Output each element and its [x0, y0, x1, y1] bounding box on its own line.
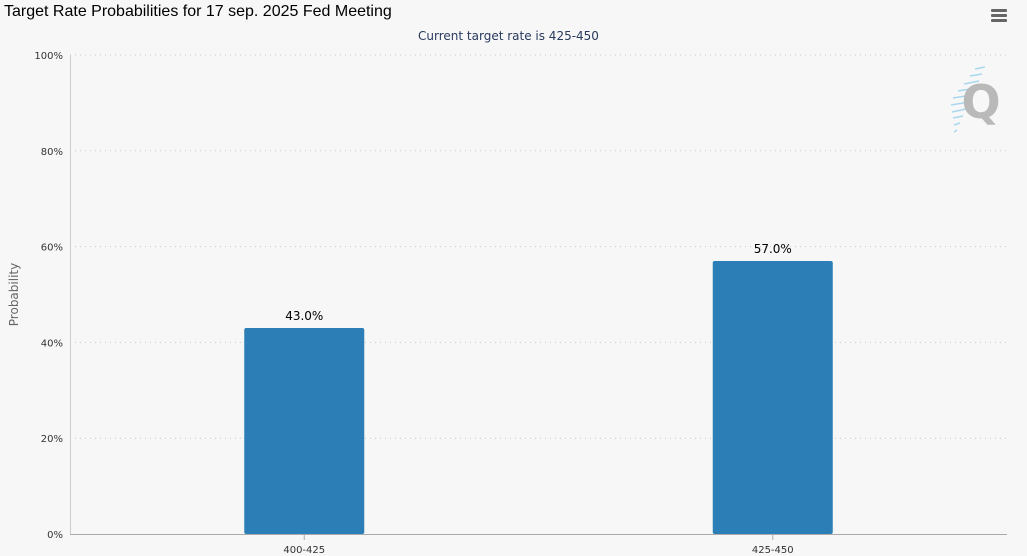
y-tick-label: 100%: [34, 51, 63, 62]
chart-subtitle: Current target rate is 425-450: [418, 29, 599, 43]
y-axis-title: Probability: [7, 263, 21, 326]
y-tick-label: 60%: [41, 243, 63, 254]
y-tick-label: 20%: [41, 434, 63, 445]
bar-425-450[interactable]: [712, 260, 833, 534]
y-tick-label: 40%: [41, 338, 63, 349]
y-tick-label: 0%: [47, 530, 63, 541]
x-tick-label: 425-450: [752, 545, 794, 556]
hamburger-menu-icon[interactable]: [988, 7, 1010, 25]
x-tick-label: 400-425: [283, 545, 325, 556]
chart-title: Target Rate Probabilities for 17 sep. 20…: [4, 3, 392, 20]
y-tick-label: 80%: [41, 147, 63, 158]
q-logo-icon: Q: [950, 66, 1001, 133]
bar-400-425[interactable]: [244, 328, 365, 534]
data-label: 43.0%: [285, 309, 323, 323]
data-label: 57.0%: [754, 242, 792, 256]
watermark-text: Q: [961, 75, 1000, 129]
